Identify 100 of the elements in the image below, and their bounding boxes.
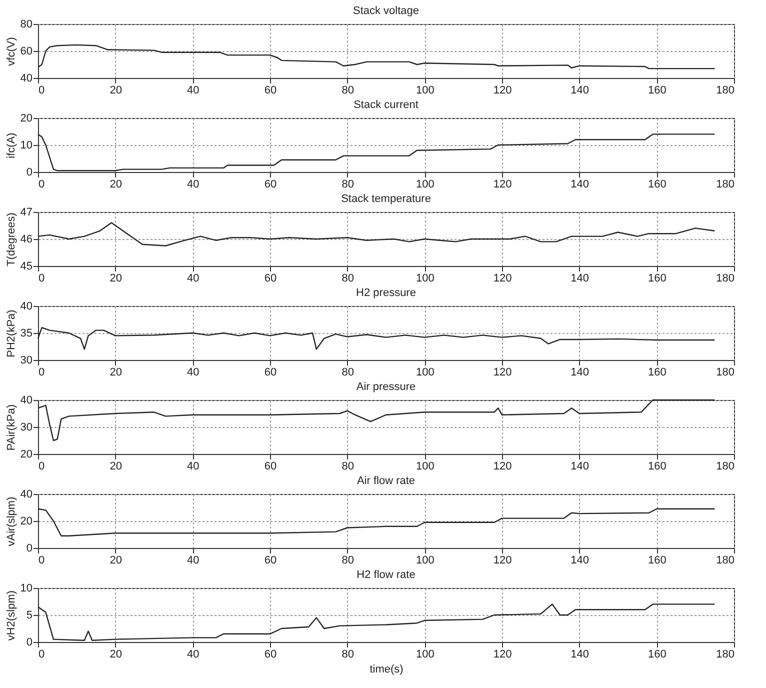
y-tick-label: 0: [26, 636, 32, 648]
x-tick-label: 140: [570, 460, 590, 472]
x-tick-label: 180: [716, 648, 734, 660]
line-series: [37, 44, 716, 70]
x-tick-label: 140: [570, 648, 590, 660]
y-tick-label: 5: [26, 610, 32, 622]
y-tick-label: 20: [20, 516, 32, 528]
x-tick-label: 180: [716, 554, 734, 566]
line-series: [37, 134, 716, 172]
x-tick-label: 0: [38, 366, 45, 378]
y-tick-label: 45: [20, 260, 32, 272]
x-tick-label: 20: [110, 178, 122, 190]
x-tick-label: 40: [187, 648, 200, 660]
x-tick-label: 100: [416, 272, 434, 284]
x-tick-label: 60: [264, 554, 277, 566]
y-tick-label: 40: [20, 488, 32, 500]
x-tick-label: 100: [416, 554, 434, 566]
x-tick-label: 80: [342, 648, 354, 660]
x-tick-label: 120: [493, 648, 512, 660]
y-tick-label: 0: [26, 542, 32, 554]
x-tick-label: 100: [416, 648, 434, 660]
x-tick-label: 40: [187, 460, 200, 472]
x-tick-label: 40: [187, 272, 200, 284]
y-axis-title: T(degrees): [5, 212, 18, 266]
x-tick-label: 20: [110, 272, 122, 284]
x-tick-label: 120: [493, 178, 512, 190]
x-tick-label: 60: [264, 178, 277, 190]
x-tick-label: 140: [570, 366, 590, 378]
y-tick-label: 30: [20, 422, 32, 434]
y-tick-label: 40: [20, 300, 32, 312]
x-tick-label: 20: [110, 648, 122, 660]
x-tick-label: 60: [264, 366, 277, 378]
line-series: [37, 327, 716, 350]
x-tick-label: 80: [342, 84, 354, 96]
x-tick-label: 80: [342, 554, 354, 566]
x-tick-label: 120: [493, 366, 512, 378]
x-tick-label: 60: [264, 272, 277, 284]
y-axis-title: PAir(kPa): [5, 404, 18, 451]
x-tick-label: 80: [342, 272, 354, 284]
line-series: [37, 399, 716, 442]
x-tick-label: 180: [716, 366, 734, 378]
x-tick-label: 160: [648, 648, 666, 660]
x-tick-label: 0: [38, 648, 45, 660]
y-axis-title: ifc(A): [5, 132, 18, 158]
y-tick-label: 20: [20, 112, 32, 124]
x-tick-label: 140: [570, 272, 590, 284]
x-tick-label: 140: [570, 554, 590, 566]
y-tick-label: 35: [20, 328, 32, 340]
y-axis-title: PH2(kPa): [5, 310, 18, 358]
line-series: [37, 222, 716, 246]
chart-title: Air pressure: [356, 381, 416, 393]
x-tick-label: 100: [416, 366, 434, 378]
x-tick-label: 40: [187, 84, 200, 96]
line-series: [37, 604, 716, 641]
x-tick-label: 120: [493, 554, 512, 566]
x-tick-label: 180: [716, 460, 734, 472]
x-tick-label: 140: [570, 84, 590, 96]
x-tick-label: 40: [187, 554, 200, 566]
x-tick-label: 0: [38, 272, 45, 284]
x-tick-label: 120: [493, 272, 512, 284]
y-tick-label: 40: [20, 72, 32, 84]
x-tick-label: 0: [38, 460, 45, 472]
x-tick-label: 20: [110, 84, 122, 96]
y-tick-label: 10: [20, 140, 32, 152]
y-axis-title: vfc(V): [5, 37, 18, 66]
x-tick-label: 60: [264, 648, 277, 660]
x-tick-label: 180: [716, 84, 734, 96]
chart-title: Stack voltage: [352, 5, 420, 17]
x-tick-label: 40: [187, 178, 200, 190]
y-tick-label: 46: [20, 234, 32, 246]
x-tick-label: 180: [716, 178, 734, 190]
x-tick-label: 0: [38, 84, 45, 96]
y-tick-label: 60: [20, 46, 32, 58]
y-tick-label: 30: [20, 354, 32, 366]
x-tick-label: 120: [493, 84, 512, 96]
x-tick-label: 100: [416, 178, 434, 190]
x-tick-label: 80: [342, 366, 354, 378]
chart-title: Stack temperature: [341, 193, 431, 205]
x-tick-label: 20: [110, 460, 122, 472]
x-tick-label: 40: [187, 366, 200, 378]
x-tick-label: 0: [38, 178, 45, 190]
x-tick-label: 60: [264, 460, 277, 472]
y-tick-label: 20: [20, 448, 32, 460]
chart-title: H2 flow rate: [356, 569, 416, 581]
chart-title: Air flow rate: [356, 475, 416, 487]
x-tick-label: 80: [342, 178, 354, 190]
y-tick-label: 40: [20, 394, 32, 406]
x-tick-label: 20: [110, 554, 122, 566]
x-tick-label: 120: [493, 460, 512, 472]
x-tick-label: 60: [264, 84, 277, 96]
y-tick-label: 80: [20, 18, 32, 30]
x-axis-title: time(s): [370, 664, 404, 676]
chart-title: H2 pressure: [356, 287, 416, 299]
x-tick-label: 80: [342, 460, 354, 472]
x-tick-label: 20: [110, 366, 122, 378]
y-axis-title: vH2(slpm): [5, 590, 18, 641]
x-tick-label: 160: [648, 554, 666, 566]
x-tick-label: 140: [570, 178, 590, 190]
x-tick-label: 160: [648, 366, 666, 378]
y-axis-title: vAir(slpm): [5, 496, 18, 546]
